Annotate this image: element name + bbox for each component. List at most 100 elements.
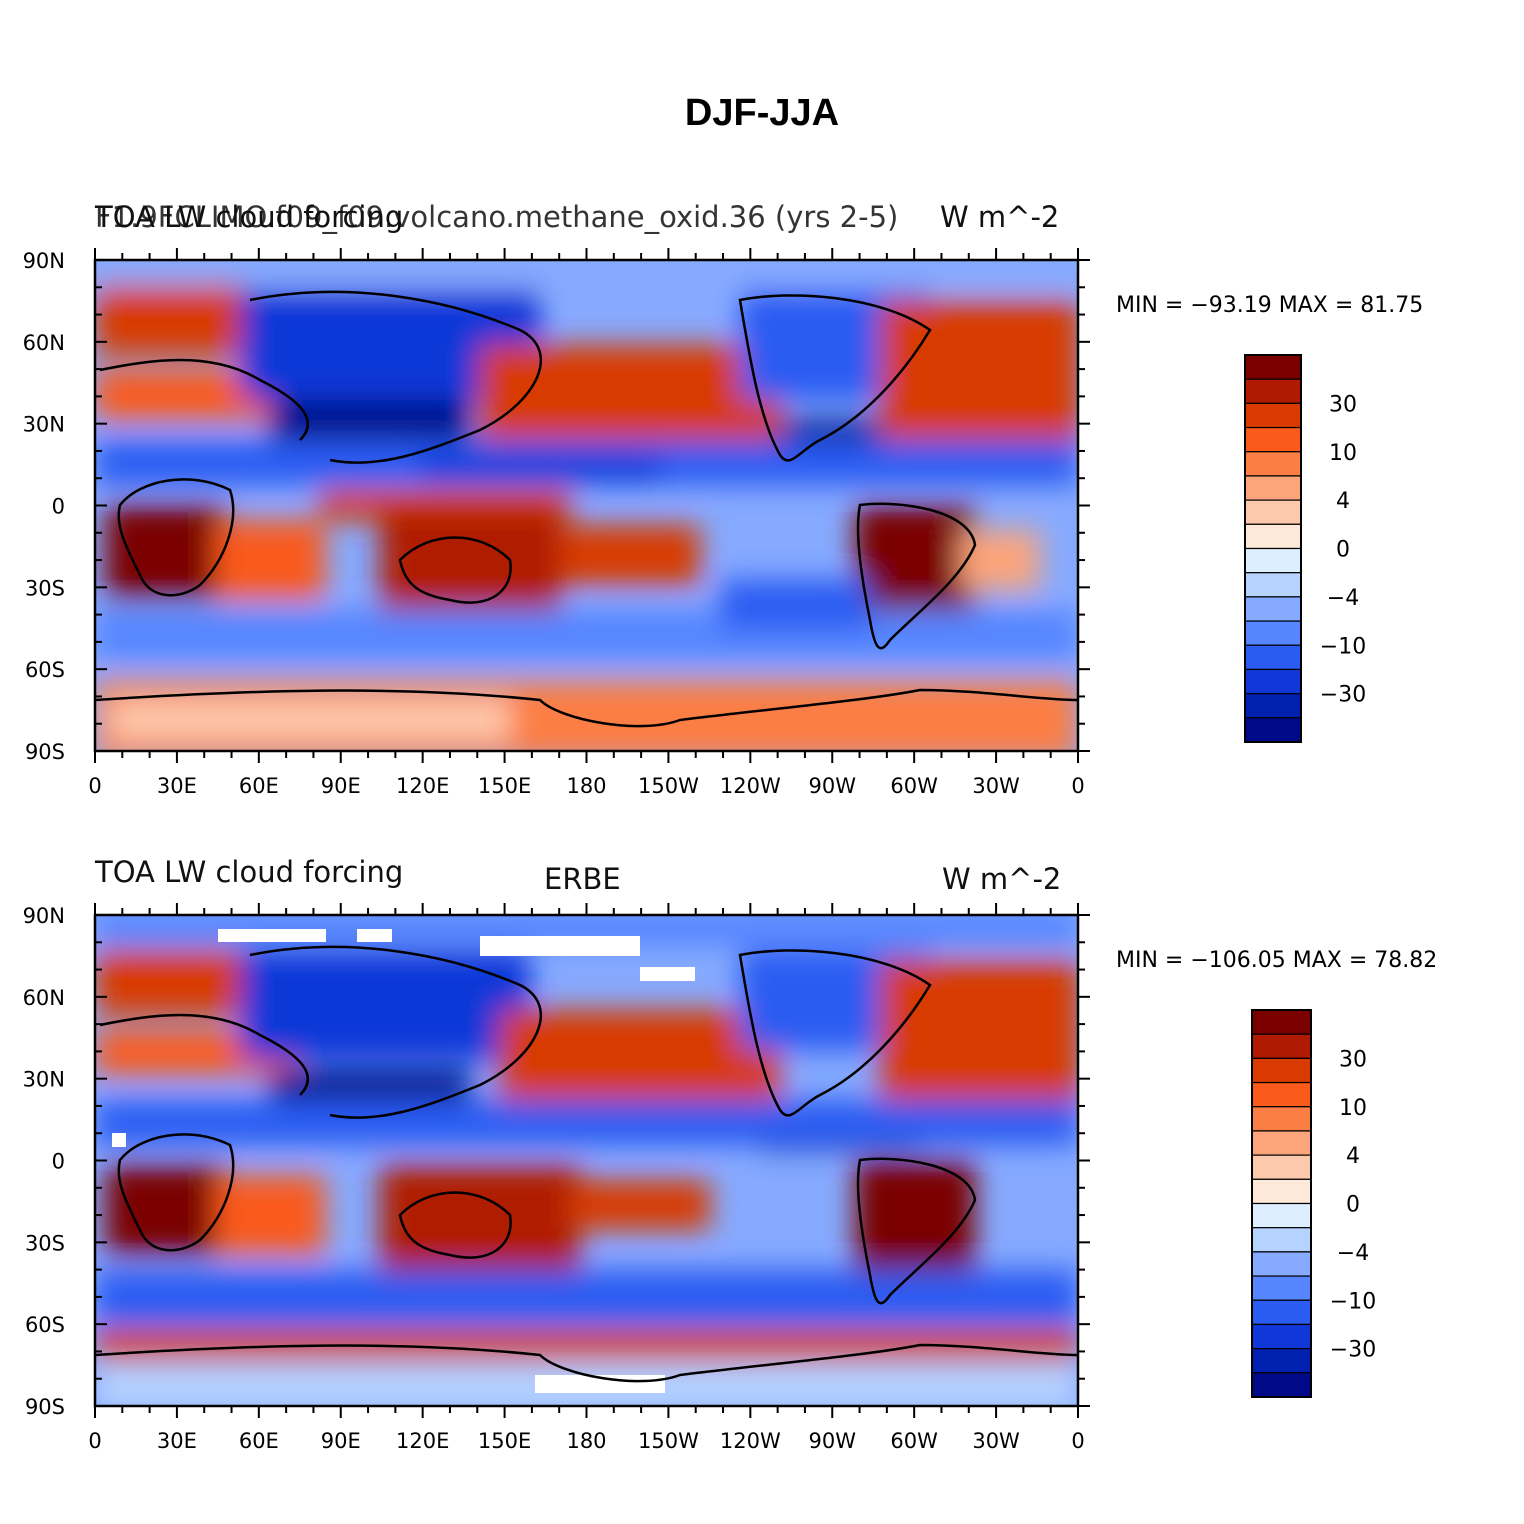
y-tick-label: 90S: [25, 1395, 65, 1419]
colorbar-label: 30: [1339, 1047, 1367, 1072]
x-tick-label: 90E: [321, 1429, 361, 1453]
x-tick-label: 30E: [157, 774, 197, 798]
x-tick-label: 0: [88, 1429, 101, 1453]
missing-data-mask: [112, 929, 695, 1393]
y-tick-label: 60S: [25, 1313, 65, 1337]
colorbar-label: 4: [1336, 489, 1350, 514]
coastlines-model: [95, 290, 1078, 728]
panel-model-stats: MIN = −93.19 MAX = 81.75: [1116, 293, 1424, 318]
colorbar-swatch: [1244, 644, 1302, 671]
y-tick-label: 60N: [23, 986, 65, 1010]
panel-model: 0 30E 60E 90E 120E 150E 180 150W 120W 90W 60W 30W 09…: [23, 248, 1090, 798]
y-tick-label: 90S: [25, 740, 65, 764]
x-tick-label: 60E: [239, 774, 279, 798]
figure-title: DJF-JJA: [684, 92, 840, 134]
colorbar-swatch: [1251, 1299, 1312, 1326]
colorbar-swatch: [1244, 620, 1302, 646]
x-tick-label: 120W: [720, 1429, 781, 1453]
colorbar-swatch: [1251, 1227, 1312, 1253]
colorbar-label: 0: [1346, 1193, 1360, 1218]
x-tick-label: 90E: [321, 774, 361, 798]
colorbar-swatch: [1244, 426, 1302, 453]
x-tick-label: 180: [566, 774, 606, 798]
panel-model-title-left: TOA LW cloud forcing: [95, 200, 404, 234]
colorbar-swatch: [1251, 1178, 1312, 1205]
colorbar-swatch: [1251, 1057, 1312, 1084]
panel-obs-title-right: W m^-2: [942, 862, 1062, 896]
x-tick-label: 60E: [239, 1429, 279, 1453]
colorbar-swatch: [1244, 717, 1302, 743]
x-tick-label: 0: [1071, 1429, 1084, 1453]
x-tick-label: 60W: [890, 774, 938, 798]
colorbar-swatch: [1251, 1372, 1312, 1398]
colorbar-label: 4: [1346, 1144, 1360, 1169]
panel-obs-title-center: ERBE: [544, 862, 621, 896]
colorbar-swatch: [1244, 499, 1302, 525]
colorbar-label: 0: [1336, 538, 1350, 563]
colorbar-swatch: [1244, 572, 1302, 598]
panel-obs-stats: MIN = −106.05 MAX = 78.82: [1116, 948, 1438, 973]
colorbar-swatch: [1244, 693, 1302, 719]
y-tick-label: 90N: [23, 249, 65, 273]
colorbar-swatch: [1244, 547, 1302, 574]
x-tick-label: 150W: [638, 1429, 699, 1453]
coastlines-obs: [95, 945, 1078, 1383]
map-field-model: [95, 260, 1078, 751]
colorbar-swatch: [1244, 668, 1302, 695]
colorbar-obs: 30 10 4 0 −4 −10 −30: [1251, 1009, 1376, 1398]
x-tick-label: 180: [566, 1429, 606, 1453]
map-field-obs: [95, 915, 1078, 1406]
colorbar-swatch: [1251, 1009, 1312, 1035]
colorbar-label: −10: [1330, 1289, 1376, 1314]
colorbar-label: −10: [1320, 634, 1366, 659]
x-tick-label: 90W: [809, 774, 857, 798]
y-tick-label: 30N: [23, 413, 65, 437]
colorbar-label: −30: [1330, 1338, 1376, 1363]
x-tick-label: 120W: [720, 774, 781, 798]
y-tick-label: 60N: [23, 331, 65, 355]
panel-obs-title-left: TOA LW cloud forcing: [95, 855, 404, 889]
y-tick-label: 30N: [23, 1068, 65, 1092]
x-tick-label: 30E: [157, 1429, 197, 1453]
colorbar-swatch: [1251, 1251, 1312, 1277]
y-tick-label: 30S: [25, 1231, 65, 1255]
colorbar-swatch: [1244, 378, 1302, 404]
x-tick-label: 30W: [972, 774, 1020, 798]
x-tick-label: 120E: [396, 774, 449, 798]
colorbar-swatch: [1244, 596, 1302, 622]
panel-model-title-right: W m^-2: [940, 200, 1060, 234]
y-tick-label: 0: [52, 495, 65, 519]
y-tick-label: 60S: [25, 658, 65, 682]
x-tick-label: 150W: [638, 774, 699, 798]
x-tick-label: 60W: [890, 1429, 938, 1453]
colorbar-swatch: [1251, 1348, 1312, 1374]
colorbar-swatch: [1244, 475, 1302, 501]
colorbar-label: 10: [1329, 441, 1357, 466]
x-tick-label: 150E: [478, 774, 531, 798]
colorbar-swatch: [1251, 1130, 1312, 1156]
colorbar-swatch: [1244, 523, 1302, 550]
colorbar-frame: [1251, 1009, 1312, 1398]
x-tick-label: 0: [88, 774, 101, 798]
colorbar-swatch: [1251, 1154, 1312, 1180]
y-tick-label: 90N: [23, 904, 65, 928]
colorbar-model: 30 10 4 0 −4 −10 −30: [1244, 354, 1366, 743]
x-tick-label: 120E: [396, 1429, 449, 1453]
colorbar-swatch: [1244, 451, 1302, 477]
colorbar-swatch: [1251, 1202, 1312, 1229]
colorbar-swatch: [1251, 1106, 1312, 1132]
colorbar-label: −30: [1320, 683, 1366, 708]
y-tick-label: 0: [52, 1150, 65, 1174]
axis-ticks-model: 0 30E 60E 90E 120E 150E 180 150W 120W 90W 60W 30W 09…: [23, 248, 1090, 798]
colorbar-swatch: [1251, 1275, 1312, 1301]
x-tick-label: 0: [1071, 774, 1084, 798]
y-tick-label: 30S: [25, 576, 65, 600]
colorbar-swatch: [1251, 1323, 1312, 1350]
x-tick-label: 30W: [972, 1429, 1020, 1453]
colorbar-swatch: [1244, 354, 1302, 380]
axis-ticks-obs: 0 30E 60E 90E 120E 150E 180 150W 120W 90W 60W 30W 09…: [23, 903, 1090, 1453]
colorbar-label: 30: [1329, 392, 1357, 417]
panel-model-title-center: F1.9FCLIMO.f09_f09.volcano.methane_oxid.…: [95, 200, 899, 234]
colorbar-swatch: [1251, 1033, 1312, 1059]
